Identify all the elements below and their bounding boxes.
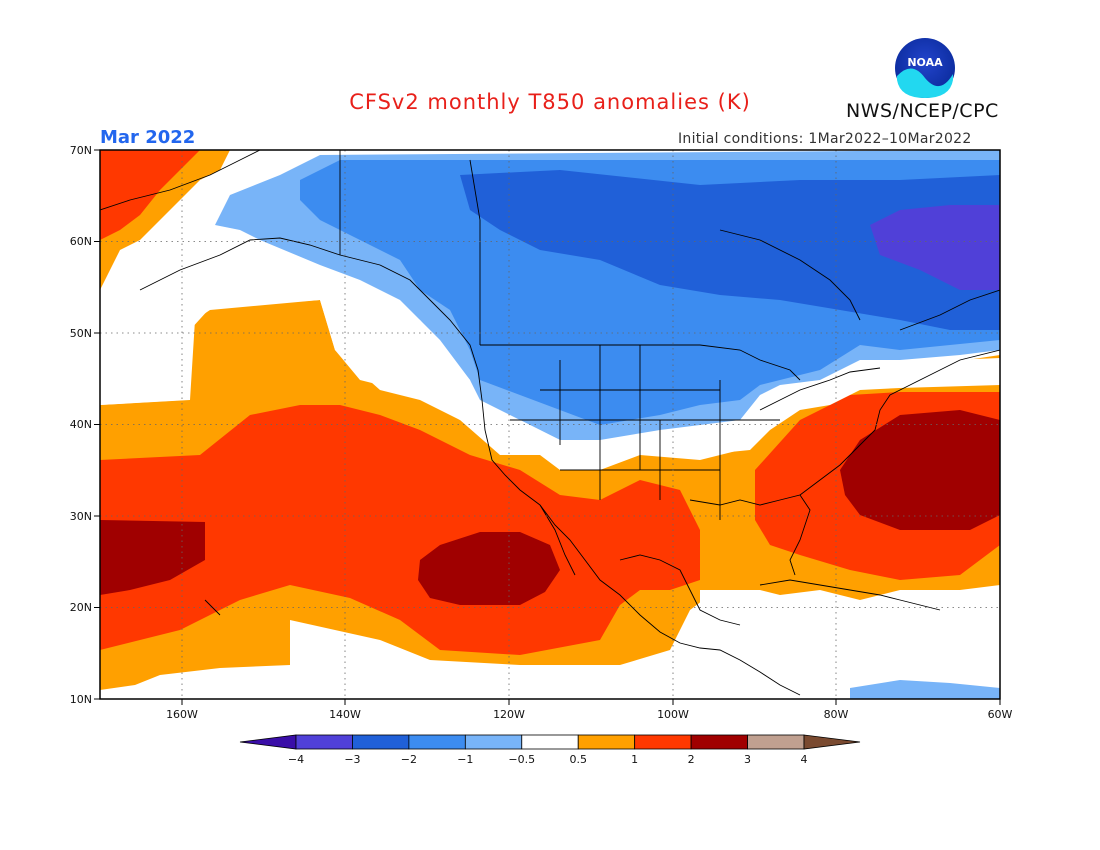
legend-label: −1: [457, 753, 473, 766]
lat-label: 60N: [70, 235, 92, 248]
legend-swatch: [464, 734, 523, 750]
lon-label: 140W: [329, 708, 361, 721]
legend-label: −3: [344, 753, 360, 766]
lat-labels: 10N 20N 30N 40N 50N 60N 70N: [70, 144, 92, 706]
graticule: [100, 150, 1000, 699]
legend-label: 0.5: [569, 753, 587, 766]
initial-conditions: Initial conditions: 1Mar2022–10Mar2022: [678, 131, 972, 147]
lat-label: 20N: [70, 601, 92, 614]
lon-labels: 160W 140W 120W 100W 80W 60W: [166, 708, 1012, 721]
legend-swatch: [634, 734, 692, 750]
legend-label: −0.5: [508, 753, 535, 766]
lon-label: 100W: [657, 708, 689, 721]
legend-swatch: [577, 734, 636, 750]
legend-swatch: [690, 734, 748, 750]
lon-label: 80W: [824, 708, 849, 721]
legend-swatch: [408, 734, 466, 750]
legend-swatch: [747, 734, 805, 750]
coastlines: [100, 150, 1000, 696]
lat-label: 70N: [70, 144, 92, 157]
legend-label: −4: [288, 753, 304, 766]
legend-label: 3: [744, 753, 751, 766]
chart-title: CFSv2 monthly T850 anomalies (K): [349, 90, 751, 114]
lat-label: 50N: [70, 327, 92, 340]
legend-swatch: [521, 734, 579, 750]
lat-label: 40N: [70, 418, 92, 431]
noaa-logo-text: NOAA: [907, 56, 943, 69]
legend-label: −2: [401, 753, 417, 766]
forecast-period: Mar 2022: [100, 127, 196, 148]
color-legend: −4 −3 −2 −1 −0.5 0.5 1 2 3 4: [239, 734, 861, 766]
axis-ticks: [94, 149, 1001, 705]
lon-label: 120W: [493, 708, 525, 721]
agency-label: NWS/NCEP/CPC: [846, 100, 999, 122]
lon-label: 160W: [166, 708, 198, 721]
legend-swatch: [295, 734, 353, 750]
lat-label: 30N: [70, 510, 92, 523]
legend-swatch: [239, 734, 297, 750]
legend-swatch: [803, 734, 861, 750]
lat-label: 10N: [70, 693, 92, 706]
legend-label: 4: [801, 753, 808, 766]
noaa-logo: NOAA: [895, 38, 955, 98]
lon-label: 60W: [988, 708, 1013, 721]
legend-swatch: [352, 734, 410, 750]
legend-label: 1: [631, 753, 638, 766]
legend-label: 2: [688, 753, 695, 766]
